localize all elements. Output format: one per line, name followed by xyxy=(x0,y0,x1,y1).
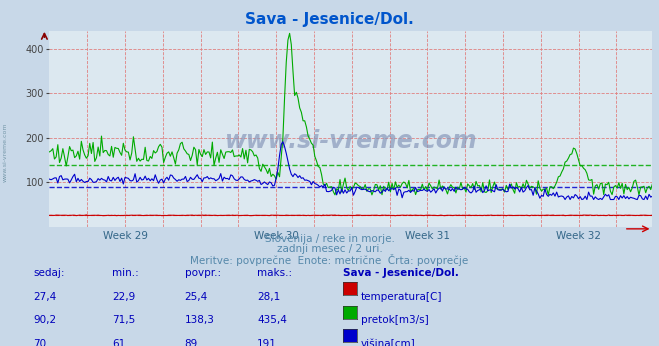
Text: zadnji mesec / 2 uri.: zadnji mesec / 2 uri. xyxy=(277,244,382,254)
Text: 89: 89 xyxy=(185,339,198,346)
Text: 25,4: 25,4 xyxy=(185,292,208,302)
Text: min.:: min.: xyxy=(112,268,139,278)
Text: www.si-vreme.com: www.si-vreme.com xyxy=(3,122,8,182)
Text: Meritve: povprečne  Enote: metrične  Črta: povprečje: Meritve: povprečne Enote: metrične Črta:… xyxy=(190,254,469,266)
Text: Sava - Jesenice/Dol.: Sava - Jesenice/Dol. xyxy=(343,268,459,278)
Text: 70: 70 xyxy=(33,339,46,346)
Text: maks.:: maks.: xyxy=(257,268,292,278)
Text: 28,1: 28,1 xyxy=(257,292,280,302)
Text: Slovenija / reke in morje.: Slovenija / reke in morje. xyxy=(264,234,395,244)
Text: 71,5: 71,5 xyxy=(112,315,135,325)
Text: 90,2: 90,2 xyxy=(33,315,56,325)
Text: 27,4: 27,4 xyxy=(33,292,56,302)
Text: 61: 61 xyxy=(112,339,125,346)
Text: Sava - Jesenice/Dol.: Sava - Jesenice/Dol. xyxy=(245,12,414,27)
Text: www.si-vreme.com: www.si-vreme.com xyxy=(225,129,477,153)
Text: 191: 191 xyxy=(257,339,277,346)
Text: sedaj:: sedaj: xyxy=(33,268,65,278)
Text: višina[cm]: višina[cm] xyxy=(361,339,416,346)
Text: pretok[m3/s]: pretok[m3/s] xyxy=(361,315,429,325)
Text: 22,9: 22,9 xyxy=(112,292,135,302)
Text: povpr.:: povpr.: xyxy=(185,268,221,278)
Text: 435,4: 435,4 xyxy=(257,315,287,325)
Text: temperatura[C]: temperatura[C] xyxy=(361,292,443,302)
Text: 138,3: 138,3 xyxy=(185,315,214,325)
